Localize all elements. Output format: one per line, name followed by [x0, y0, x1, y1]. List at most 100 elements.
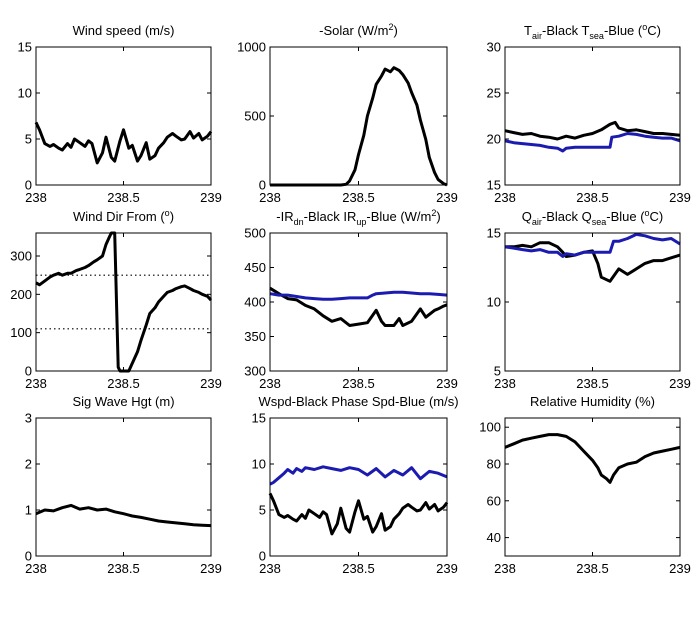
y-tick-label: 500 — [244, 226, 266, 241]
subplot-title: Relative Humidity (%) — [530, 394, 655, 409]
y-tick-label: 60 — [487, 493, 501, 508]
subplot-3: 238 238.5 239 15 20 25 30 Tair-Black Tsea-Blue … — [487, 22, 691, 205]
y-tick-label: 3 — [25, 411, 32, 426]
series-line-1 — [35, 503, 212, 528]
y-tick-label: 1000 — [237, 40, 266, 55]
series-line-1 — [270, 66, 448, 187]
x-tick-label: 238.5 — [576, 376, 609, 391]
axes-frame — [35, 46, 212, 186]
y-tick-label: 5 — [494, 364, 501, 379]
subplot-6: 238 238.5 239 5 10 15 Qair-Black Qsea-Blue (oC… — [487, 208, 691, 391]
y-tick-label: 1 — [25, 503, 32, 518]
x-tick-label: 239 — [669, 190, 691, 205]
y-tick-label: 450 — [244, 260, 266, 275]
y-tick-label: 30 — [487, 40, 501, 55]
series-line-1 — [269, 286, 448, 327]
series-line-1 — [504, 120, 681, 141]
y-tick-label: 15 — [18, 40, 32, 55]
y-tick-label: 15 — [487, 226, 501, 241]
axes-frame — [269, 232, 448, 372]
y-tick-label: 350 — [244, 329, 266, 344]
series-line-2 — [504, 232, 681, 258]
x-tick-label: 239 — [200, 190, 222, 205]
x-tick-label: 238 — [259, 561, 281, 576]
x-tick-label: 238 — [25, 561, 47, 576]
subplot-2: 238 238.5 239 0 500 1000 -Solar (W/m2) — [237, 22, 458, 205]
y-tick-label: 100 — [479, 420, 501, 435]
x-tick-label: 238.5 — [107, 561, 140, 576]
y-tick-label: 20 — [487, 132, 501, 147]
x-tick-label: 239 — [436, 190, 458, 205]
subplot-title: Sig Wave Hgt (m) — [72, 394, 174, 409]
y-tick-label: 0 — [259, 178, 266, 193]
x-tick-label: 239 — [200, 561, 222, 576]
subplot-title: -Solar (W/m2) — [319, 22, 398, 38]
y-tick-label: 5 — [259, 503, 266, 518]
subplot-title: -IRdn-Black IRup-Blue (W/m2) — [276, 208, 440, 227]
series-line-1 — [35, 231, 213, 373]
y-tick-label: 0 — [25, 549, 32, 564]
axes-frame — [504, 46, 681, 186]
x-tick-label: 238 — [25, 190, 47, 205]
x-tick-label: 238.5 — [107, 190, 140, 205]
subplot-9: 238 238.5 239 40 60 80 100 Relative Humidity (%… — [479, 394, 691, 576]
y-tick-label: 0 — [25, 178, 32, 193]
subplot-5: 238 238.5 239 300 350 400 450 500 -IRdn-Black IR… — [244, 208, 458, 391]
x-tick-label: 239 — [436, 376, 458, 391]
x-tick-label: 238 — [494, 561, 516, 576]
y-tick-label: 15 — [487, 178, 501, 193]
y-tick-label: 10 — [487, 295, 501, 310]
subplot-4: 238 238.5 239 0 100 200 300 Wind Dir From (o) — [10, 208, 222, 391]
x-tick-label: 238 — [494, 376, 516, 391]
x-tick-label: 238 — [259, 376, 281, 391]
y-tick-label: 25 — [487, 86, 501, 101]
y-tick-label: 15 — [252, 411, 266, 426]
x-tick-label: 239 — [669, 561, 691, 576]
x-tick-label: 238.5 — [576, 561, 609, 576]
series-line-2 — [269, 290, 448, 301]
y-tick-label: 400 — [244, 295, 266, 310]
subplot-title: Wspd-Black Phase Spd-Blue (m/s) — [258, 394, 458, 409]
x-tick-label: 238.5 — [342, 376, 375, 391]
y-tick-label: 0 — [259, 549, 266, 564]
series-line-2 — [269, 465, 448, 486]
subplot-title: Wind Dir From (o) — [73, 208, 174, 224]
y-tick-label: 5 — [25, 132, 32, 147]
subplot-title: Qair-Black Qsea-Blue (oC) — [522, 208, 664, 227]
y-tick-label: 10 — [18, 86, 32, 101]
series-line-1 — [504, 433, 681, 484]
subplot-8: 238 238.5 239 0 5 10 15 Wspd-Black Phase Spd-Bl… — [252, 394, 459, 576]
x-tick-label: 238 — [494, 190, 516, 205]
series-line-2 — [504, 132, 681, 153]
y-tick-label: 300 — [10, 249, 32, 264]
subplot-1: 238 238.5 239 0 5 10 15 Wind speed (m/s) — [18, 23, 222, 205]
x-tick-label: 238.5 — [342, 561, 375, 576]
y-tick-label: 300 — [244, 364, 266, 379]
x-tick-label: 238.5 — [576, 190, 609, 205]
series-line-1 — [34, 121, 213, 165]
series-line-1 — [505, 241, 681, 283]
x-tick-label: 238.5 — [342, 190, 375, 205]
axes-frame — [35, 417, 212, 557]
y-tick-label: 10 — [252, 457, 266, 472]
axes-frame — [35, 232, 212, 372]
x-tick-label: 239 — [669, 376, 691, 391]
subplot-title: Wind speed (m/s) — [73, 23, 175, 38]
y-tick-label: 2 — [25, 457, 32, 472]
series-line-1 — [268, 492, 449, 536]
y-tick-label: 200 — [10, 287, 32, 302]
x-tick-label: 239 — [436, 561, 458, 576]
y-tick-label: 80 — [487, 457, 501, 472]
y-tick-label: 40 — [487, 530, 501, 545]
x-tick-label: 239 — [200, 376, 222, 391]
axes-frame — [269, 417, 448, 557]
x-tick-label: 238.5 — [107, 376, 140, 391]
y-tick-label: 500 — [244, 109, 266, 124]
subplot-title: Tair-Black Tsea-Blue (oC) — [524, 22, 661, 41]
subplot-7: 238 238.5 239 0 1 2 3 Sig Wave Hgt (m) — [25, 394, 222, 576]
x-tick-label: 238 — [25, 376, 47, 391]
x-tick-label: 238 — [259, 190, 281, 205]
y-tick-label: 0 — [25, 364, 32, 379]
y-tick-label: 100 — [10, 325, 32, 340]
